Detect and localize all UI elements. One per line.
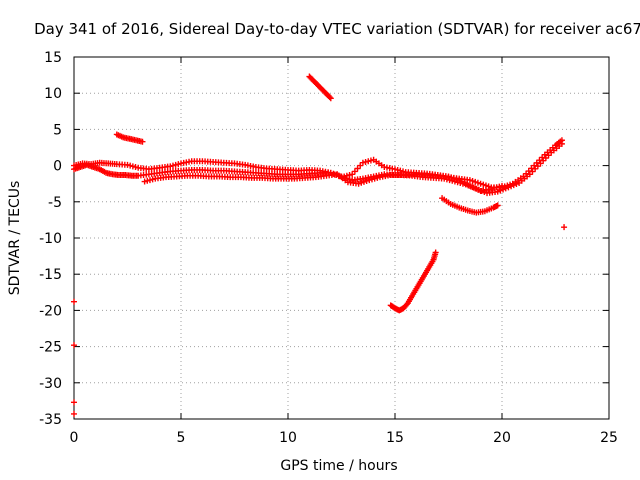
data-point (326, 94, 333, 101)
data-point (432, 249, 439, 256)
x-tick-label: 15 (386, 430, 404, 446)
data-point (139, 138, 146, 145)
chart-title: Day 341 of 2016, Sidereal Day-to-day VTE… (34, 20, 640, 38)
y-tick-label: -20 (39, 303, 62, 319)
data-point (71, 410, 77, 417)
y-tick-label: -5 (48, 195, 62, 211)
y-tick-label: -25 (39, 340, 62, 356)
x-tick-label: 20 (493, 430, 511, 446)
y-tick-label: -15 (39, 267, 62, 283)
data-point (71, 342, 77, 349)
x-tick-label: 5 (177, 430, 186, 446)
x-tick-labels: 0 5 10 15 20 25 (70, 430, 618, 446)
y-tick-label: 15 (44, 50, 62, 66)
data-point (494, 202, 501, 209)
data-point (403, 301, 410, 308)
y-tick-label: 0 (53, 159, 62, 175)
series-top-segment (306, 73, 334, 102)
data-point (499, 182, 505, 189)
y-axis-label: SDTVAR / TECUs (7, 181, 23, 296)
y-tick-label: -30 (39, 376, 62, 392)
series-isolated-points (71, 224, 568, 417)
data-point (71, 298, 77, 305)
data-point (558, 140, 565, 147)
data-points (71, 73, 568, 417)
data-point (561, 224, 568, 231)
data-point (327, 95, 334, 102)
series-main-band-c (141, 140, 565, 197)
x-tick-label: 0 (70, 430, 79, 446)
y-tick-labels: 15 10 5 0 -5 -10 -15 -20 -25 -30 -35 (39, 50, 62, 428)
x-axis-label: GPS time / hours (280, 458, 397, 474)
y-tick-label: 5 (53, 122, 62, 138)
x-tick-label: 10 (279, 430, 297, 446)
series-dip-segment (387, 249, 439, 314)
grid-lines (74, 57, 609, 419)
series-lower-arc (439, 195, 501, 216)
y-tick-label: 10 (44, 86, 62, 102)
series-upper-left-segment (113, 131, 146, 145)
x-tick-label: 25 (600, 430, 618, 446)
y-tick-label: -35 (39, 412, 62, 428)
y-tick-label: -10 (39, 231, 62, 247)
data-point (71, 399, 77, 406)
